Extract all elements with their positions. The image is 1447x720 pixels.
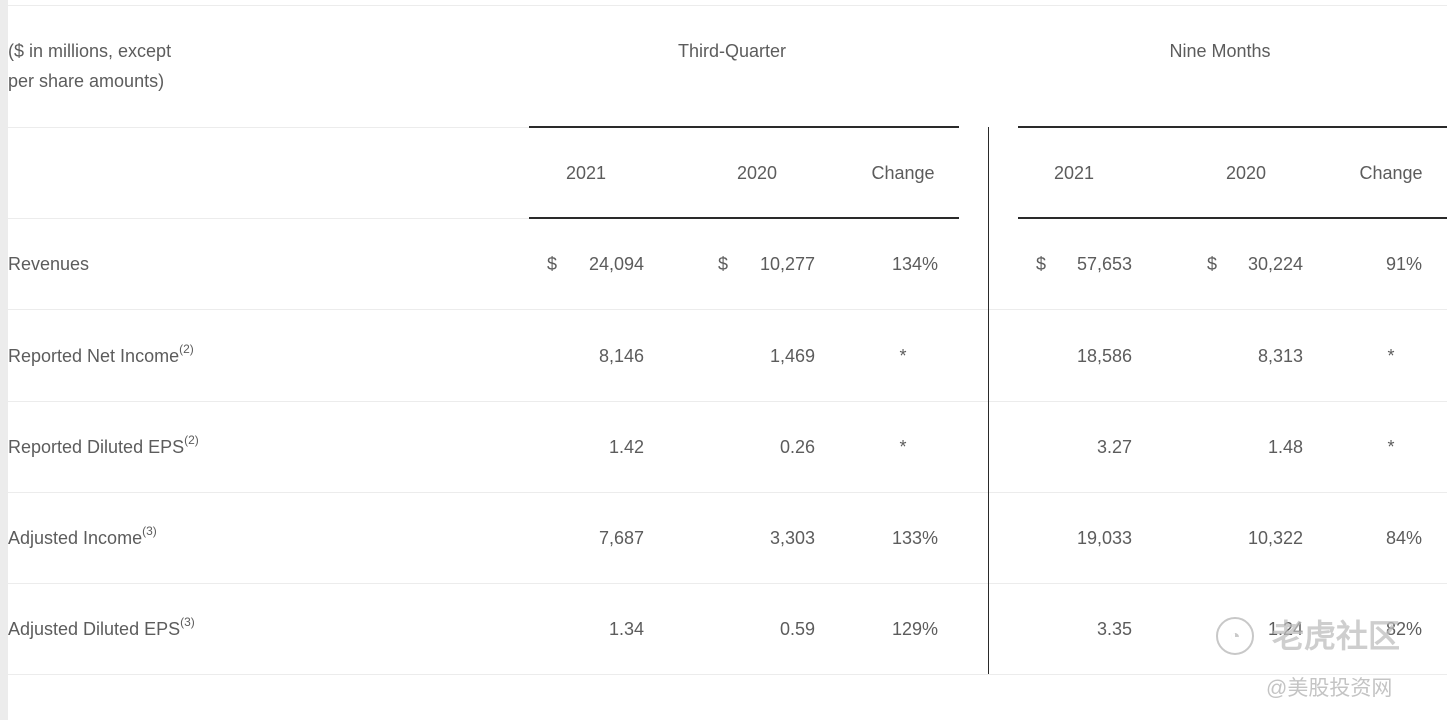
row-note: (2) — [179, 342, 194, 356]
table-cell: * — [1387, 346, 1395, 366]
table-cell: 19,033 — [1076, 528, 1132, 548]
row-note: (2) — [184, 433, 199, 447]
watermark-logo-icon: ◔ — [1216, 617, 1254, 655]
table-cell: 134% — [891, 254, 938, 274]
top-rule — [8, 5, 1447, 6]
column-header-tq-2020: 2020 — [736, 163, 778, 183]
row-divider — [8, 401, 1447, 402]
section-separator — [988, 127, 989, 674]
table-cell: 10,277 — [759, 254, 815, 274]
row-label-text: Revenues — [8, 254, 90, 274]
row-label: Reported Diluted EPS(2) — [8, 432, 199, 462]
table-cell: 3.27 — [1096, 437, 1132, 457]
table-cell: 129% — [891, 619, 938, 639]
currency-symbol: $ — [1036, 254, 1047, 274]
row-label: Adjusted Diluted EPS(3) — [8, 614, 195, 644]
table-cell: 1,469 — [769, 346, 815, 366]
row-note: (3) — [180, 615, 195, 629]
row-divider — [8, 492, 1447, 493]
table-cell: 91% — [1385, 254, 1422, 274]
table-cell: 10,322 — [1247, 528, 1303, 548]
table-cell: 30,224 — [1247, 254, 1303, 274]
group-header-nine-months: Nine Months — [1169, 41, 1271, 61]
left-edge-strip — [0, 0, 8, 720]
table-cell: * — [1387, 437, 1395, 457]
table-cell: 133% — [891, 528, 938, 548]
table-cell: 3.35 — [1096, 619, 1132, 639]
row-label: Reported Net Income(2) — [8, 341, 194, 371]
table-cell: 3,303 — [769, 528, 815, 548]
row-divider — [8, 309, 1447, 310]
table-cell: 84% — [1385, 528, 1422, 548]
table-cell: 18,586 — [1076, 346, 1132, 366]
table-cell: * — [899, 346, 907, 366]
subheader-rule — [8, 218, 529, 219]
table-cell: 1.24 — [1267, 619, 1303, 639]
header-label-line1: ($ in millions, except — [8, 41, 172, 61]
table-cell: 24,094 — [588, 254, 644, 274]
column-header-nm-2021: 2021 — [1053, 163, 1095, 183]
column-header-tq-2021: 2021 — [565, 163, 607, 183]
row-label: Adjusted Income(3) — [8, 523, 157, 553]
table-cell: 8,313 — [1257, 346, 1303, 366]
column-header-nm-change: Change — [1359, 163, 1423, 183]
group-header-third-quarter: Third-Quarter — [677, 41, 787, 61]
currency-symbol: $ — [718, 254, 729, 274]
table-bottom-rule — [8, 674, 1447, 675]
header-rule — [8, 127, 529, 128]
table-cell: 1.42 — [608, 437, 644, 457]
table-cell: 7,687 — [598, 528, 644, 548]
nine-months-bottom-rule — [1018, 217, 1447, 219]
row-label-text: Reported Diluted EPS — [8, 437, 185, 457]
column-header-tq-change: Change — [871, 163, 935, 183]
row-label: Revenues — [8, 249, 89, 279]
row-divider — [8, 583, 1447, 584]
watermark-handle: @美股投资网 — [1266, 677, 1393, 700]
currency-symbol: $ — [547, 254, 558, 274]
third-quarter-top-rule — [529, 126, 959, 128]
table-cell: 82% — [1385, 619, 1422, 639]
table-cell: 8,146 — [598, 346, 644, 366]
third-quarter-bottom-rule — [529, 217, 959, 219]
table-cell: 0.59 — [779, 619, 815, 639]
table-cell: 57,653 — [1076, 254, 1132, 274]
column-header-nm-2020: 2020 — [1225, 163, 1267, 183]
row-label-text: Adjusted Diluted EPS — [8, 619, 181, 639]
row-label-text: Adjusted Income — [8, 528, 143, 548]
row-note: (3) — [142, 524, 157, 538]
table-cell: 0.26 — [779, 437, 815, 457]
table-cell: 1.48 — [1267, 437, 1303, 457]
currency-symbol: $ — [1207, 254, 1218, 274]
header-label-line2: per share amounts) — [8, 71, 165, 91]
row-label-text: Reported Net Income — [8, 346, 180, 366]
nine-months-top-rule — [1018, 126, 1447, 128]
table-cell: 1.34 — [608, 619, 644, 639]
table-cell: * — [899, 437, 907, 457]
watermark-brand: 老虎社区 — [1272, 618, 1401, 654]
